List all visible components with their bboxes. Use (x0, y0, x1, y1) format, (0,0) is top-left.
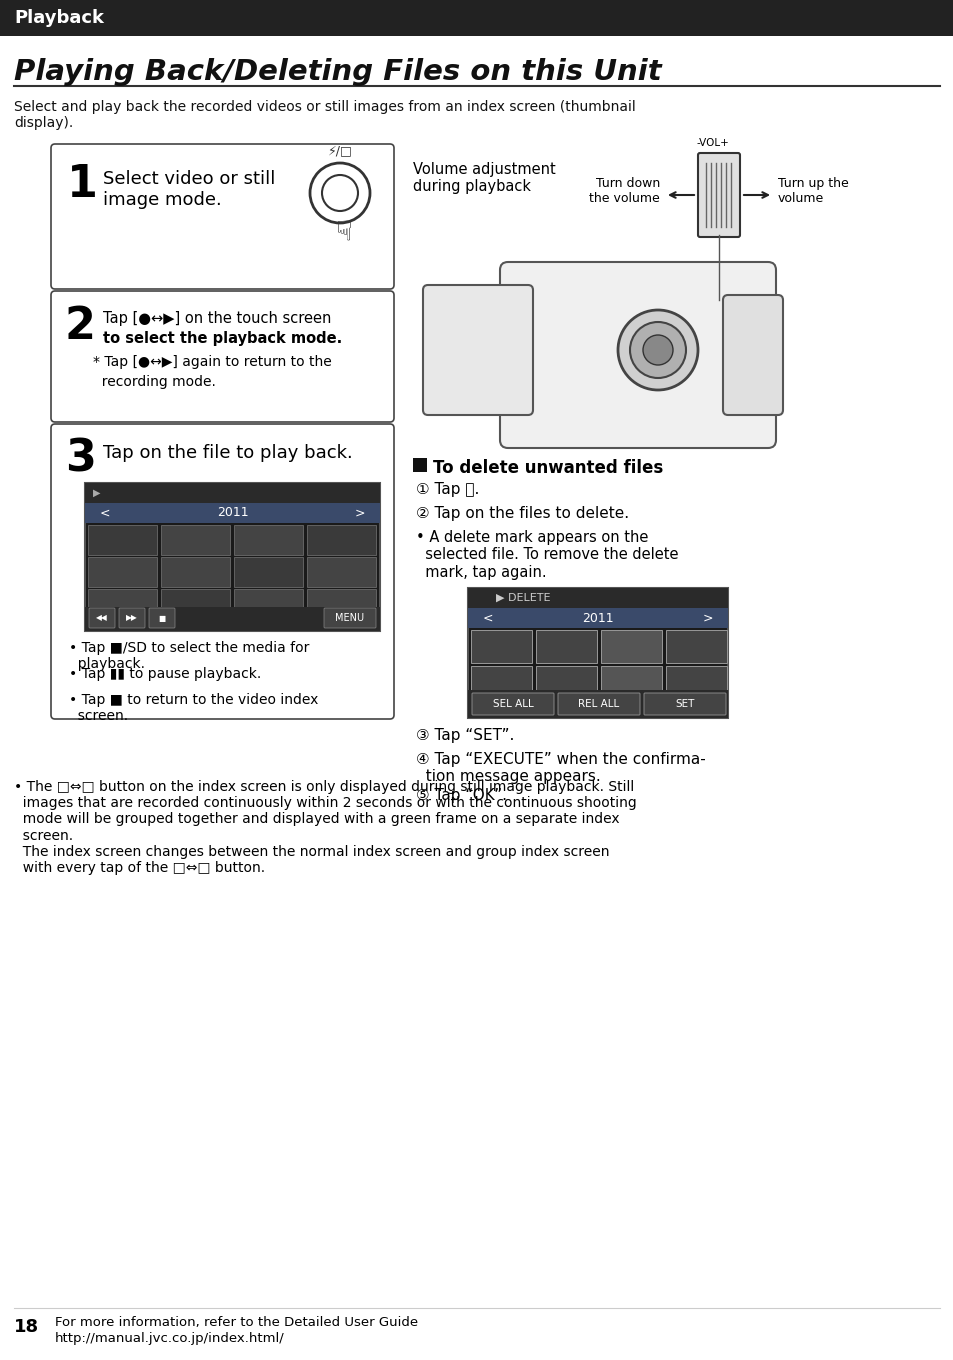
Text: MENU: MENU (335, 613, 364, 623)
Text: ☞: ☞ (326, 219, 354, 243)
Text: • Tap ▮▮ to pause playback.: • Tap ▮▮ to pause playback. (69, 666, 261, 681)
Text: ⑤ Tap “OK”.: ⑤ Tap “OK”. (416, 787, 506, 802)
FancyBboxPatch shape (51, 424, 394, 719)
Bar (468, 690, 727, 718)
Text: • A delete mark appears on the
  selected file. To remove the delete
  mark, tap: • A delete mark appears on the selected … (416, 530, 678, 579)
Text: • The □⇔□ button on the index screen is only displayed during still image playba: • The □⇔□ button on the index screen is … (14, 781, 636, 874)
Text: • Tap ■/SD to select the media for
  playback.: • Tap ■/SD to select the media for playb… (69, 641, 309, 672)
Bar (468, 588, 727, 608)
FancyBboxPatch shape (499, 262, 775, 447)
Bar (161, 589, 230, 619)
Text: to select the playback mode.: to select the playback mode. (103, 330, 342, 345)
FancyBboxPatch shape (422, 286, 533, 415)
Text: To delete unwanted files: To delete unwanted files (433, 460, 662, 477)
Text: <: < (100, 506, 111, 520)
Bar (85, 607, 379, 631)
Bar (85, 483, 379, 503)
FancyBboxPatch shape (119, 608, 145, 628)
Text: ▶▶: ▶▶ (126, 613, 138, 623)
Text: Select and play back the recorded videos or still images from an index screen (t: Select and play back the recorded videos… (14, 101, 635, 131)
Circle shape (629, 322, 685, 378)
Bar (665, 666, 726, 699)
Bar (233, 525, 303, 555)
Text: Playback: Playback (14, 10, 104, 27)
Text: SET: SET (675, 699, 694, 709)
Bar (536, 630, 597, 664)
Text: For more information, refer to the Detailed User Guide: For more information, refer to the Detai… (55, 1316, 417, 1329)
Text: 2011: 2011 (581, 612, 613, 624)
Text: recording mode.: recording mode. (92, 375, 215, 389)
Bar (0, 0, 953, 35)
Text: Turn up the
volume: Turn up the volume (778, 177, 848, 205)
Text: REL ALL: REL ALL (578, 699, 619, 709)
Bar (88, 525, 157, 555)
Text: ◀◀: ◀◀ (96, 613, 108, 623)
Text: Tap [●↔▶] on the touch screen: Tap [●↔▶] on the touch screen (103, 311, 331, 326)
Bar (600, 630, 661, 664)
Text: Tap on the file to play back.: Tap on the file to play back. (103, 443, 353, 462)
Circle shape (642, 335, 672, 364)
Bar (468, 608, 727, 628)
Text: * Tap [●↔▶] again to return to the: * Tap [●↔▶] again to return to the (92, 355, 332, 369)
Text: >: > (355, 506, 365, 520)
Text: Turn down
the volume: Turn down the volume (589, 177, 659, 205)
Text: Volume adjustment
during playback: Volume adjustment during playback (413, 162, 556, 194)
Bar (88, 589, 157, 619)
FancyBboxPatch shape (472, 694, 554, 715)
FancyBboxPatch shape (722, 295, 782, 415)
Text: ■: ■ (158, 613, 166, 623)
Text: ▶: ▶ (92, 488, 100, 498)
FancyBboxPatch shape (698, 154, 740, 237)
Text: 1: 1 (67, 163, 98, 205)
Bar (600, 666, 661, 699)
Bar (233, 589, 303, 619)
Bar (471, 666, 532, 699)
Bar (471, 630, 532, 664)
Text: <: < (482, 612, 493, 624)
Bar (161, 558, 230, 588)
Text: ▶ DELETE: ▶ DELETE (496, 593, 550, 602)
Text: ③ Tap “SET”.: ③ Tap “SET”. (416, 728, 514, 743)
FancyBboxPatch shape (558, 694, 639, 715)
FancyBboxPatch shape (324, 608, 375, 628)
Bar (468, 588, 727, 718)
Text: SEL ALL: SEL ALL (492, 699, 533, 709)
Text: ② Tap on the files to delete.: ② Tap on the files to delete. (416, 506, 628, 521)
Bar (85, 503, 379, 524)
Bar (233, 558, 303, 588)
Bar (85, 483, 379, 631)
Text: ① Tap ⒮.: ① Tap ⒮. (416, 481, 478, 496)
Bar (307, 558, 375, 588)
Text: >: > (701, 612, 712, 624)
FancyBboxPatch shape (643, 694, 725, 715)
Circle shape (618, 310, 698, 390)
Text: ④ Tap “EXECUTE” when the confirma-
  tion message appears.: ④ Tap “EXECUTE” when the confirma- tion … (416, 752, 705, 785)
Bar (665, 630, 726, 664)
Bar (536, 666, 597, 699)
Text: 3: 3 (65, 438, 95, 481)
Bar (88, 558, 157, 588)
FancyBboxPatch shape (89, 608, 115, 628)
Text: Playing Back/Deleting Files on this Unit: Playing Back/Deleting Files on this Unit (14, 58, 661, 86)
Text: -VOL+: -VOL+ (697, 137, 729, 148)
Text: 2: 2 (65, 305, 96, 348)
Text: 2011: 2011 (216, 506, 248, 520)
Bar (307, 589, 375, 619)
Text: • Tap ■ to return to the video index
  screen.: • Tap ■ to return to the video index scr… (69, 694, 318, 724)
Bar (413, 458, 427, 472)
FancyBboxPatch shape (51, 291, 394, 422)
FancyBboxPatch shape (149, 608, 174, 628)
Bar (307, 525, 375, 555)
FancyBboxPatch shape (51, 144, 394, 290)
Text: 18: 18 (14, 1318, 39, 1336)
Text: http://manual.jvc.co.jp/index.html/: http://manual.jvc.co.jp/index.html/ (55, 1331, 284, 1345)
Text: ⚡/□: ⚡/□ (327, 144, 352, 158)
Bar (161, 525, 230, 555)
Text: Select video or still
image mode.: Select video or still image mode. (103, 170, 275, 209)
